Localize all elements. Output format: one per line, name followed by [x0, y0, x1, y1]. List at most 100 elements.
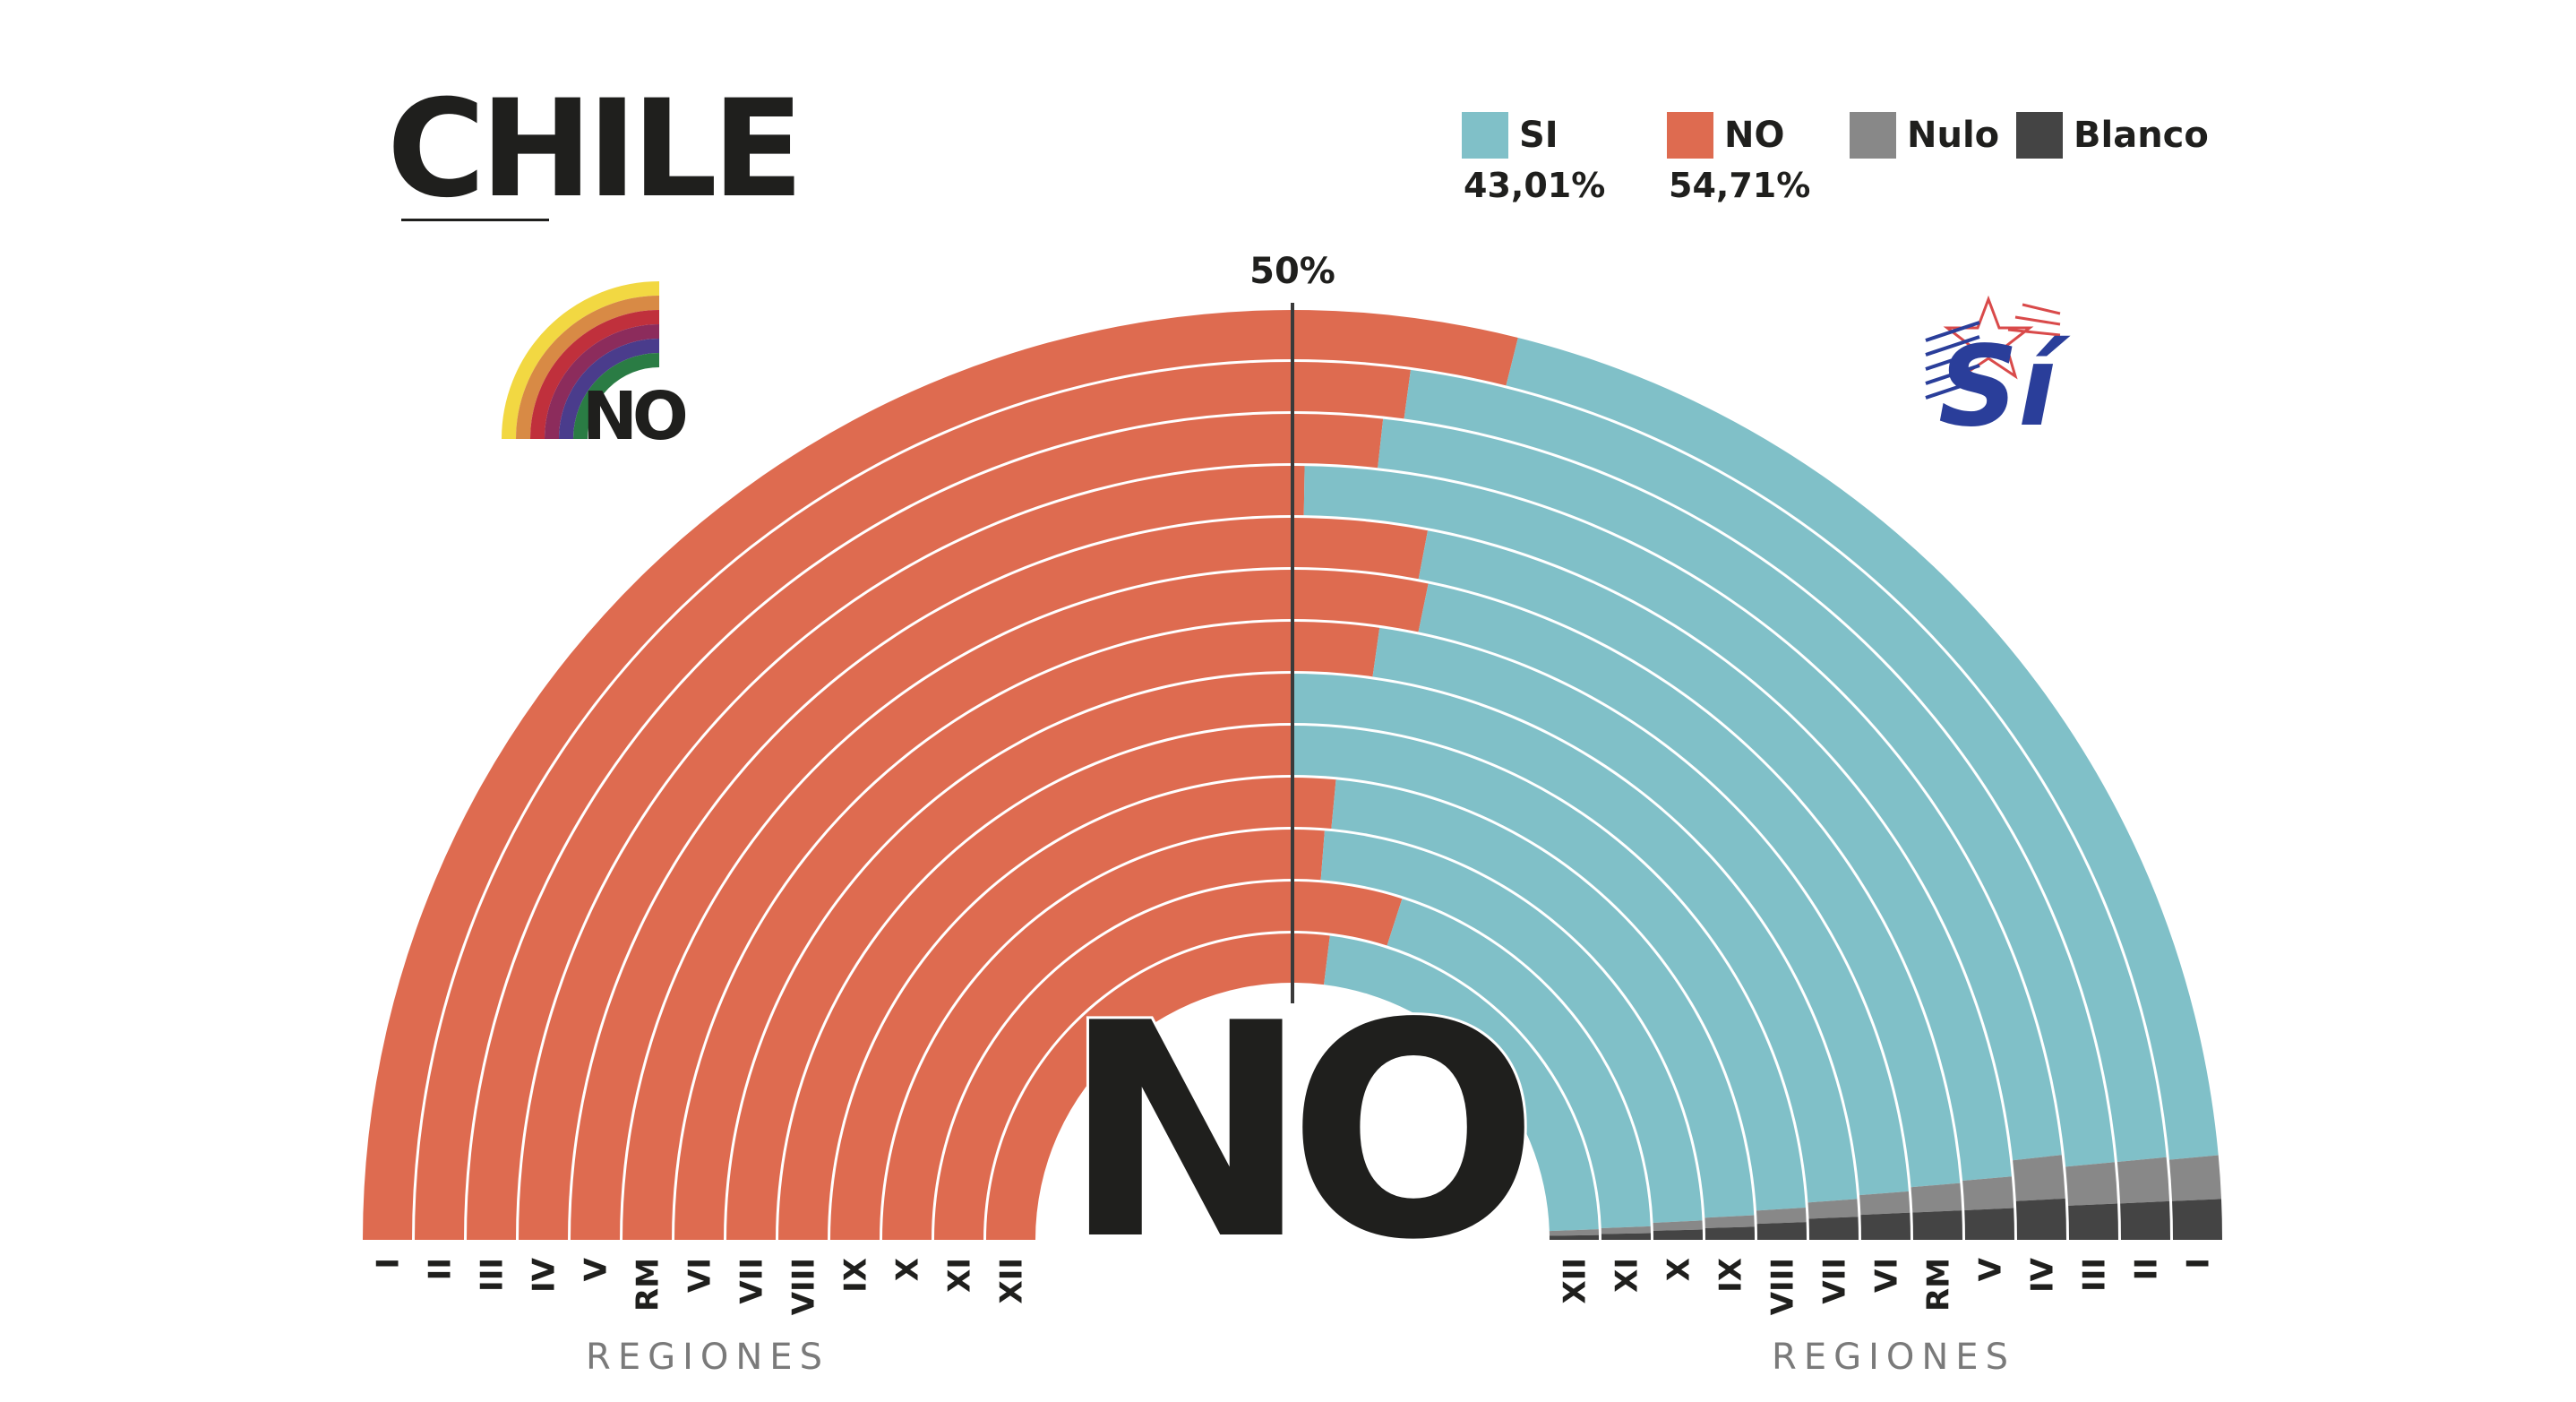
tick-left-V: V [579, 1257, 614, 1281]
ring-VII-nulo-segment [1807, 1199, 1859, 1219]
tick-left-VI: VI [683, 1258, 718, 1293]
tick-right-XI: XI [1610, 1258, 1645, 1293]
ring-XI-nulo-segment [1601, 1226, 1651, 1234]
ring-XII-si-segment [1324, 935, 1599, 1232]
fifty-percent-label: 50% [1249, 251, 1335, 292]
tick-right-X: X [1662, 1258, 1697, 1281]
tick-right-VI: VI [1869, 1258, 1905, 1293]
tick-left-RM: RM [631, 1258, 666, 1312]
ring-III-blanco-segment [2068, 1203, 2118, 1240]
ring-IV-si-segment [1303, 466, 2062, 1161]
tick-right-V: V [1973, 1257, 2009, 1281]
ring-VIII-blanco-segment [1756, 1222, 1807, 1240]
ring-VII-no-segment [726, 674, 1292, 1240]
ring-VI-si-segment [1372, 627, 1909, 1196]
tick-left-VII: VII [734, 1258, 770, 1304]
ring-IV-nulo-segment [2013, 1155, 2065, 1201]
legend-label-blanco: Blanco [2074, 115, 2209, 156]
ring-IX-nulo-segment [1704, 1215, 1755, 1228]
tick-right-IX: IX [1713, 1258, 1749, 1293]
tick-left-IX: IX [838, 1258, 874, 1293]
axis-title-right: REGIONES [1772, 1337, 2015, 1378]
legend-swatch-nulo [1850, 112, 1896, 159]
no-logo-text: NO [582, 378, 686, 455]
legend-swatch-no [1667, 112, 1713, 159]
title-underline [401, 219, 549, 221]
ring-RM-si-segment [1418, 583, 1961, 1188]
tick-right-II: II [2129, 1258, 2165, 1280]
ring-II-nulo-segment [2117, 1157, 2170, 1204]
ring-V-si-segment [1418, 530, 2012, 1182]
ring-II-si-segment [1404, 369, 2167, 1162]
page-title: CHILE [387, 72, 803, 228]
legend-item-blanco: Blanco [2016, 112, 2209, 159]
ring-III-nulo-segment [2065, 1162, 2118, 1206]
legend-label-nulo: Nulo [1907, 115, 2000, 156]
legend-swatch-blanco [2016, 112, 2063, 159]
ring-XII-blanco-segment [1549, 1234, 1599, 1240]
ring-I-nulo-segment [2168, 1155, 2221, 1201]
ring-VI-blanco-segment [1860, 1212, 1911, 1240]
chart-rings [363, 310, 2222, 1241]
ring-VI-nulo-segment [1859, 1191, 1911, 1216]
legend-item-no: NO 54,71% [1667, 112, 1810, 205]
ring-V-nulo-segment [1962, 1176, 2014, 1210]
tick-left-IV: IV [527, 1257, 562, 1293]
ring-IX-blanco-segment [1704, 1226, 1755, 1240]
ring-III-si-segment [1378, 418, 2115, 1167]
tick-left-I: I [371, 1258, 407, 1269]
ring-VIII-no-segment [778, 726, 1292, 1240]
ring-RM-nulo-segment [1911, 1183, 1962, 1213]
ring-VIII-nulo-segment [1756, 1207, 1807, 1225]
tick-right-IV: IV [2025, 1257, 2061, 1293]
tick-right-III: III [2077, 1258, 2113, 1292]
si-logo-text: Sí [1938, 323, 2071, 452]
ring-XI-si-segment [1387, 899, 1651, 1228]
legend-pct-no: 54,71% [1669, 166, 1811, 205]
ring-VIII-si-segment [1292, 726, 1806, 1211]
ring-XI-no-segment [934, 881, 1403, 1240]
region-ticks-left: I II III IV V RM VI VII VIII IX X XI XII [371, 1257, 1030, 1315]
ring-IX-no-segment [830, 777, 1336, 1240]
tick-right-XII: XII [1558, 1258, 1593, 1304]
ring-I-si-segment [1506, 338, 2219, 1160]
ring-I-blanco-segment [2172, 1199, 2222, 1240]
ring-XI-blanco-segment [1601, 1233, 1652, 1240]
tick-left-III: III [475, 1258, 511, 1292]
ring-IX-si-segment [1331, 779, 1755, 1218]
ring-X-blanco-segment [1653, 1229, 1703, 1240]
si-campaign-logo-icon: Sí [1925, 295, 2071, 452]
ring-VII-blanco-segment [1808, 1217, 1859, 1240]
tick-right-VII: VII [1817, 1258, 1853, 1304]
tick-left-XII: XII [994, 1258, 1030, 1304]
ring-RM-blanco-segment [1912, 1210, 1962, 1240]
ring-IV-no-segment [519, 466, 1305, 1240]
no-campaign-logo-icon: NO [502, 281, 691, 455]
tick-right-I: I [2181, 1258, 2217, 1269]
tick-left-X: X [890, 1258, 926, 1281]
tick-left-II: II [423, 1258, 459, 1280]
tick-right-VIII: VIII [1765, 1258, 1801, 1315]
tick-left-XI: XI [942, 1258, 978, 1293]
tick-right-RM: RM [1921, 1258, 1957, 1312]
ring-XII-no-segment [986, 933, 1330, 1240]
ring-X-si-segment [1320, 830, 1703, 1224]
ring-VII-si-segment [1292, 674, 1858, 1203]
ring-XII-nulo-segment [1549, 1229, 1599, 1236]
ring-V-blanco-segment [1964, 1208, 2015, 1240]
legend-item-nulo: Nulo [1850, 112, 1999, 159]
ring-X-no-segment [882, 829, 1325, 1240]
legend-swatch-si [1462, 112, 1508, 159]
legend-pct-si: 43,01% [1464, 166, 1606, 205]
axis-title-left: REGIONES [586, 1337, 829, 1378]
ring-II-blanco-segment [2120, 1200, 2170, 1240]
legend-label-si: SI [1519, 115, 1558, 156]
ring-IV-blanco-segment [2015, 1198, 2066, 1240]
result-label: NO [1062, 960, 1528, 1304]
legend-label-no: NO [1724, 115, 1785, 156]
ring-X-nulo-segment [1653, 1220, 1703, 1231]
legend-item-si: SI 43,01% [1462, 112, 1605, 205]
tick-left-VIII: VIII [786, 1258, 822, 1315]
